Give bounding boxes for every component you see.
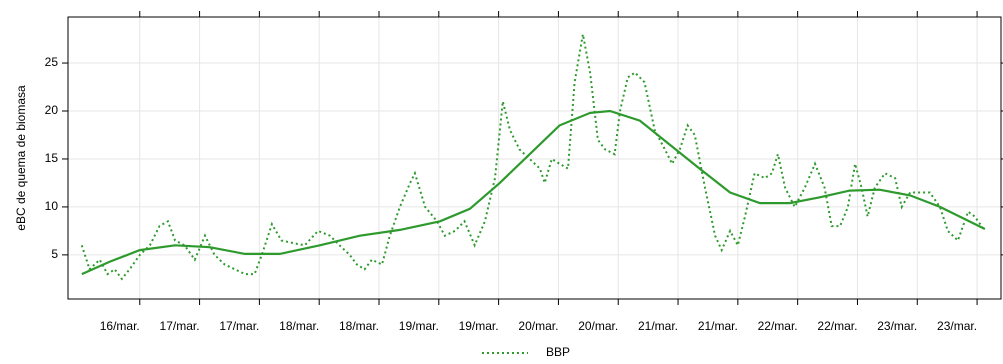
plot-frame (67, 16, 1002, 300)
smooth-line (81, 109, 986, 276)
y-tick-label: 10 (45, 199, 59, 213)
x-tick-label: 20/mar. (578, 319, 618, 333)
legend-label: BBP (546, 345, 570, 359)
x-tick-label: 22/mar. (817, 319, 857, 333)
x-tick-label: 16/mar. (100, 319, 140, 333)
x-tick-label: 23/mar. (877, 319, 917, 333)
x-tick-label: 17/mar. (219, 319, 259, 333)
x-tick-label: 18/mar. (279, 319, 319, 333)
data-line (80, 34, 986, 281)
y-tick-label: 20 (45, 103, 59, 117)
y-tick-label: 5 (51, 247, 58, 261)
x-tick-label: 20/mar. (518, 319, 558, 333)
x-tick-label: 21/mar. (638, 319, 678, 333)
y-axis-label: eBC de quema de biomasa (14, 85, 28, 231)
x-tick-label: 19/mar. (399, 319, 439, 333)
y-tick-label: 15 (45, 151, 59, 165)
y-tick-label: 25 (45, 55, 59, 69)
x-tick-label: 19/mar. (459, 319, 499, 333)
x-tick-label: 17/mar. (160, 319, 200, 333)
x-tick-label: 22/mar. (758, 319, 798, 333)
x-tick-label: 21/mar. (698, 319, 738, 333)
x-tick-label: 18/mar. (339, 319, 379, 333)
x-tick-label: 23/mar. (937, 319, 977, 333)
